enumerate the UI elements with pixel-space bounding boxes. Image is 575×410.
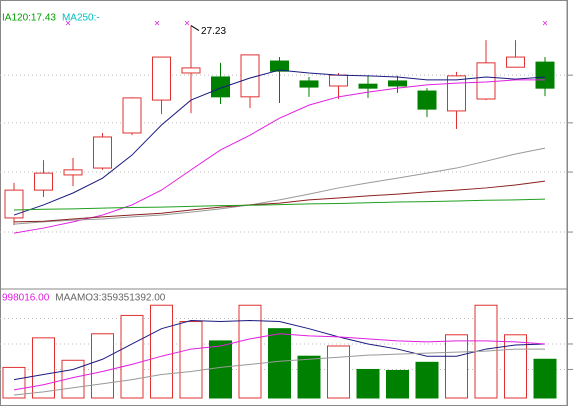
ma-line bbox=[13, 198, 546, 211]
volume-bar bbox=[504, 334, 527, 399]
candle-body bbox=[506, 56, 525, 68]
volume-bar bbox=[209, 340, 232, 399]
legend-text: MA250:- bbox=[62, 13, 100, 24]
marker: × bbox=[184, 19, 190, 30]
volume-bar bbox=[415, 361, 439, 399]
candle-body bbox=[152, 56, 171, 101]
volume-bar bbox=[91, 333, 114, 399]
candle-body bbox=[4, 189, 24, 219]
volume-bar bbox=[32, 337, 55, 399]
volume-bar bbox=[297, 355, 321, 399]
annotation: 27.23 bbox=[201, 26, 226, 37]
annotation-leader bbox=[190, 25, 200, 32]
candle-body bbox=[299, 80, 319, 88]
volume-bar bbox=[533, 358, 557, 399]
candle-body bbox=[181, 67, 201, 74]
candle-body bbox=[476, 62, 496, 100]
candle-body bbox=[211, 76, 230, 98]
volume-bar bbox=[327, 345, 350, 399]
ma-line bbox=[13, 320, 546, 381]
ma-line bbox=[13, 79, 545, 234]
ma-line bbox=[13, 69, 546, 216]
candle-body bbox=[270, 60, 289, 72]
candle-body bbox=[388, 80, 407, 87]
volume-bar bbox=[2, 366, 26, 399]
candle-body bbox=[122, 97, 142, 134]
candle-body bbox=[535, 61, 555, 89]
volume-bar bbox=[120, 314, 144, 399]
candle-body bbox=[358, 83, 378, 89]
candle-body bbox=[329, 74, 348, 87]
ma-line bbox=[13, 348, 545, 396]
volume-bar bbox=[238, 304, 262, 399]
volume-bar bbox=[268, 328, 291, 399]
volume-bar bbox=[356, 368, 380, 399]
candle-body bbox=[417, 90, 437, 110]
ma-line bbox=[13, 180, 546, 223]
volume-bar bbox=[179, 321, 203, 399]
marker: × bbox=[154, 19, 160, 30]
candle-body bbox=[447, 75, 466, 112]
legend-text: IA120:17.43 bbox=[2, 13, 56, 24]
legend-text: MAAMO3:359351392.00 bbox=[55, 293, 166, 304]
ma-line bbox=[13, 147, 546, 225]
legend-text: 998016.00 bbox=[2, 293, 50, 304]
ma-line bbox=[13, 333, 546, 391]
marker: × bbox=[542, 19, 548, 30]
volume-bar bbox=[150, 304, 173, 399]
volume-bar bbox=[445, 334, 468, 399]
volume-bar bbox=[386, 369, 409, 399]
candle-body bbox=[93, 136, 112, 169]
marker: × bbox=[65, 19, 71, 30]
candle-body bbox=[34, 172, 53, 191]
candle-body bbox=[63, 169, 83, 176]
